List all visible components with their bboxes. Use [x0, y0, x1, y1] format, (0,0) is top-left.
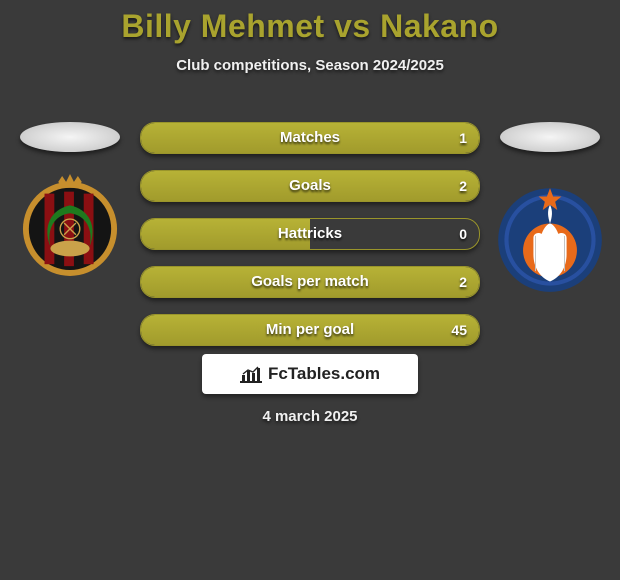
brand-text: FcTables.com [268, 364, 380, 384]
stat-fill [141, 171, 479, 201]
player-right-col [490, 122, 610, 296]
stat-row: Hattricks0 [140, 218, 480, 250]
stats-list: Matches1 Goals2 Hattricks0 Goals per match2… [140, 122, 480, 362]
bar-chart-icon [240, 365, 262, 383]
stat-row: Matches1 [140, 122, 480, 154]
stat-fill [141, 267, 479, 297]
stat-fill [141, 315, 479, 345]
stat-value-right: 2 [459, 171, 467, 201]
stat-value-right: 0 [459, 219, 467, 249]
stat-row: Goals per match2 [140, 266, 480, 298]
date-text: 4 march 2025 [0, 408, 620, 425]
page-title: Billy Mehmet vs Nakano [0, 0, 620, 45]
stat-row: Goals2 [140, 170, 480, 202]
player-left-silhouette [20, 122, 120, 152]
brand-box[interactable]: FcTables.com [202, 354, 418, 394]
player-right-silhouette [500, 122, 600, 152]
subtitle: Club competitions, Season 2024/2025 [0, 57, 620, 74]
player-left-col [10, 122, 130, 278]
stat-fill [141, 219, 310, 249]
stat-value-right: 45 [451, 315, 467, 345]
club-crest-left [21, 170, 119, 278]
stat-value-right: 2 [459, 267, 467, 297]
stat-row: Min per goal45 [140, 314, 480, 346]
comparison-card: Billy Mehmet vs Nakano Club competitions… [0, 0, 620, 580]
club-crest-right [498, 182, 602, 296]
stat-value-right: 1 [459, 123, 467, 153]
stat-fill [141, 123, 479, 153]
